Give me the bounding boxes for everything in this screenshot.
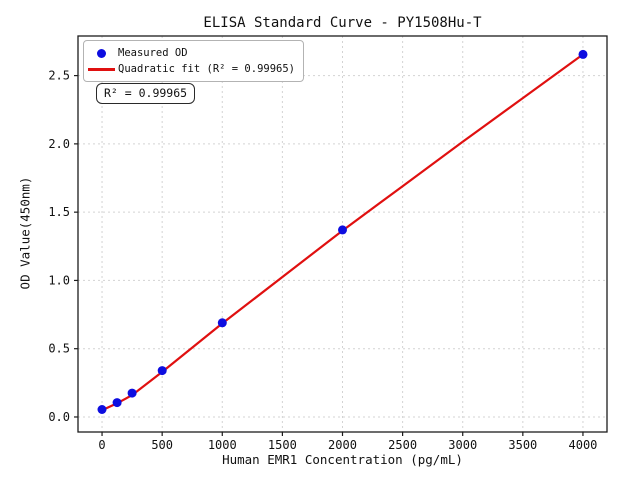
measured-od-dot-icon — [84, 48, 118, 58]
y-tick-label: 2.5 — [48, 69, 70, 83]
chart-title: ELISA Standard Curve - PY1508Hu-T — [203, 15, 482, 31]
legend-item-measured-od: Measured OD — [84, 45, 295, 61]
x-tick-label: 500 — [151, 438, 173, 452]
r-squared-annotation: R² = 0.99965 — [96, 83, 196, 104]
data-point — [217, 318, 227, 328]
legend-item-quadratic-fit: Quadratic fit (R² = 0.99965) — [84, 61, 295, 77]
x-tick-label: 3500 — [508, 438, 537, 452]
data-point — [157, 366, 167, 376]
y-tick-label: 0.0 — [48, 410, 70, 424]
x-tick-label: 4000 — [569, 438, 598, 452]
x-tick-label: 2500 — [388, 438, 417, 452]
y-tick-label: 2.0 — [48, 137, 70, 151]
data-point — [578, 49, 588, 59]
x-tick-label: 1500 — [268, 438, 297, 452]
quadratic-fit-line — [100, 53, 585, 412]
y-tick-label: 1.5 — [48, 205, 70, 219]
legend-label-quadratic-fit: Quadratic fit (R² = 0.99965) — [118, 63, 296, 75]
data-point — [112, 398, 122, 408]
legend: Measured OD Quadratic fit (R² = 0.99965) — [83, 40, 305, 82]
fit-line-icon — [84, 67, 118, 71]
y-axis-label: OD Value(450nm) — [17, 176, 33, 290]
data-point — [338, 225, 347, 235]
x-tick-label: 3000 — [448, 438, 477, 452]
y-tick-label: 0.5 — [48, 342, 70, 356]
x-tick-label: 2000 — [328, 438, 357, 452]
data-point — [97, 405, 107, 414]
data-point — [127, 388, 137, 398]
x-tick-label: 1000 — [208, 438, 237, 452]
x-axis-label: Human EMR1 Concentration (pg/mL) — [222, 452, 463, 467]
y-tick-label: 1.0 — [48, 273, 70, 287]
legend-label-measured-od: Measured OD — [118, 47, 188, 59]
x-tick-label: 0 — [98, 438, 105, 452]
